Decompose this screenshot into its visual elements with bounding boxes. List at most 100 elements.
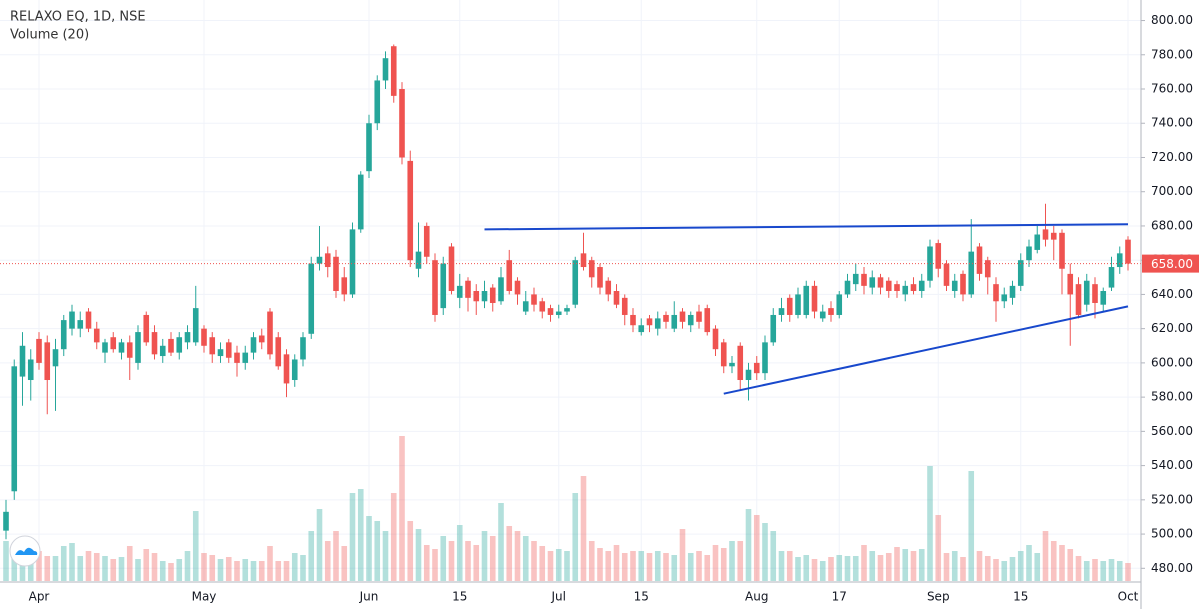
volume-bar: [795, 557, 801, 581]
candle-body: [1092, 284, 1098, 303]
candle-body: [242, 352, 249, 363]
volume-bar: [151, 553, 158, 581]
volume-bar: [522, 536, 529, 581]
trend-line: [484, 223, 1129, 231]
volume-bar: [473, 545, 480, 581]
volume-bar: [1059, 545, 1065, 581]
candle-body: [671, 314, 678, 329]
volume-bar: [951, 551, 958, 581]
candle-body: [803, 285, 810, 315]
chart-title: RELAXO EQ, 1D, NSE: [10, 10, 146, 25]
candle-body: [968, 251, 975, 295]
y-tick-label: 680.00: [1151, 218, 1193, 232]
volume-bar: [671, 555, 678, 581]
volume-bar: [300, 555, 306, 581]
volume-bar: [36, 551, 42, 581]
candle-body: [333, 256, 339, 291]
candle-body: [712, 328, 719, 350]
volume-bar: [630, 551, 636, 581]
candle-body: [696, 311, 702, 322]
volume-bar: [770, 531, 777, 581]
volume-bar: [217, 559, 224, 581]
volume-bar: [786, 551, 793, 581]
candle-body: [184, 332, 191, 343]
volume-bar: [1075, 556, 1082, 581]
candle-body: [679, 311, 686, 322]
candle-body: [465, 280, 471, 298]
volume-bar: [242, 559, 249, 581]
volume-bar: [514, 531, 521, 581]
volume-bar: [234, 561, 240, 581]
candle-body: [481, 291, 488, 302]
candle-body: [1116, 253, 1123, 268]
candle-body: [1108, 267, 1115, 288]
volume-bar: [366, 516, 372, 581]
volume-bar: [597, 548, 603, 581]
candle-body: [489, 287, 496, 303]
candle-body: [1067, 273, 1074, 295]
volume-bar: [44, 556, 51, 581]
candle-body: [267, 311, 273, 355]
candle-body: [250, 337, 257, 353]
volume-bar: [720, 548, 727, 581]
volume-bar: [564, 551, 570, 581]
volume-bar: [679, 529, 686, 581]
volume-bar: [663, 553, 669, 581]
candle-body: [935, 243, 942, 269]
candle-body: [663, 314, 669, 322]
volume-bar: [1067, 549, 1074, 581]
candle-body: [894, 284, 900, 291]
candle-body: [762, 342, 768, 374]
volume-bar: [432, 549, 438, 581]
candle-body: [225, 342, 232, 358]
candle-body: [531, 294, 537, 305]
y-tick-label: 780.00: [1151, 47, 1193, 61]
volume-bar: [102, 556, 108, 581]
volume-bar: [1108, 559, 1115, 581]
logo-cloud[interactable]: [15, 547, 38, 555]
candle-body: [588, 260, 595, 278]
logo[interactable]: [9, 535, 41, 567]
volume-bar: [993, 559, 999, 581]
candle-body: [300, 337, 306, 360]
candle-body: [819, 311, 826, 319]
candle-body: [605, 280, 612, 295]
y-tick-label: 620.00: [1151, 321, 1193, 335]
volume-bar: [456, 525, 463, 581]
candle-body: [399, 89, 405, 158]
candle-body: [473, 291, 480, 302]
candles: [3, 44, 1131, 540]
volume-legend: Volume (20): [10, 28, 89, 43]
candle-body: [85, 311, 92, 329]
volume-bar: [250, 561, 257, 581]
volume-bar: [844, 556, 851, 581]
volume-bar: [390, 493, 397, 581]
candle-body: [984, 260, 991, 278]
volume-bar: [489, 536, 496, 581]
volume-bar: [201, 553, 207, 581]
volume-bar: [778, 551, 785, 581]
y-tick-label: 760.00: [1151, 82, 1193, 96]
volume-bar: [415, 529, 422, 581]
candle-body: [704, 308, 711, 333]
candle-body: [19, 345, 26, 377]
volume-bar: [324, 541, 331, 581]
volume-bar: [712, 545, 719, 581]
y-tick-label: 740.00: [1151, 116, 1193, 130]
x-tick-label: Jun: [359, 590, 379, 604]
candle-body: [1050, 232, 1057, 240]
volume-bar: [902, 549, 909, 581]
volume-bar: [333, 531, 339, 581]
candle-body: [951, 280, 958, 291]
volume-bar: [192, 511, 199, 581]
volume-bar: [11, 551, 18, 581]
volume-bar: [481, 531, 488, 581]
candle-body: [110, 337, 117, 350]
volume-bar: [176, 559, 183, 581]
y-tick-label: 500.00: [1151, 527, 1193, 541]
x-tick-label: 15: [452, 590, 467, 604]
candle-body: [943, 263, 950, 286]
volume-bar: [729, 541, 735, 581]
volume-bar: [869, 551, 876, 581]
candle-body: [778, 308, 785, 315]
